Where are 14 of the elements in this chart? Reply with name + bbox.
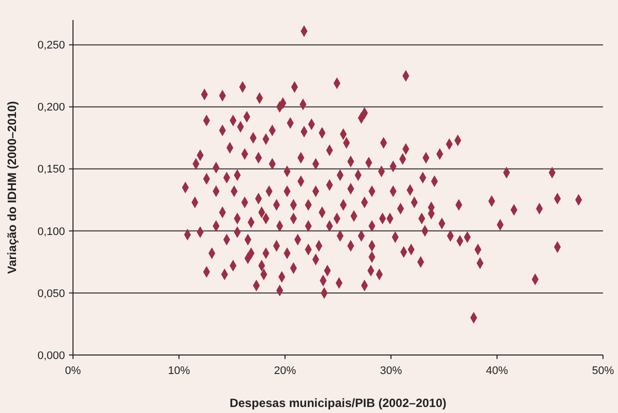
y-tick-label: 0,150 [37,164,65,176]
y-tick-label: 0,200 [37,102,65,114]
x-tick-label: 50% [592,365,614,377]
y-tick-label: 0,000 [37,350,65,362]
y-tick-label: 0,250 [37,40,65,52]
x-tick-label: 10% [168,365,190,377]
y-tick-label: 0,100 [37,226,65,238]
x-axis-title: Despesas municipais/PIB (2002–2010) [230,396,446,410]
x-tick-label: 30% [380,365,402,377]
x-tick-label: 0% [65,365,82,377]
y-axis-title: Variação do IDHM (2000–2010) [5,101,19,274]
x-tick-label: 40% [486,365,508,377]
y-tick-label: 0,050 [37,288,65,300]
x-tick-label: 20% [274,365,296,377]
